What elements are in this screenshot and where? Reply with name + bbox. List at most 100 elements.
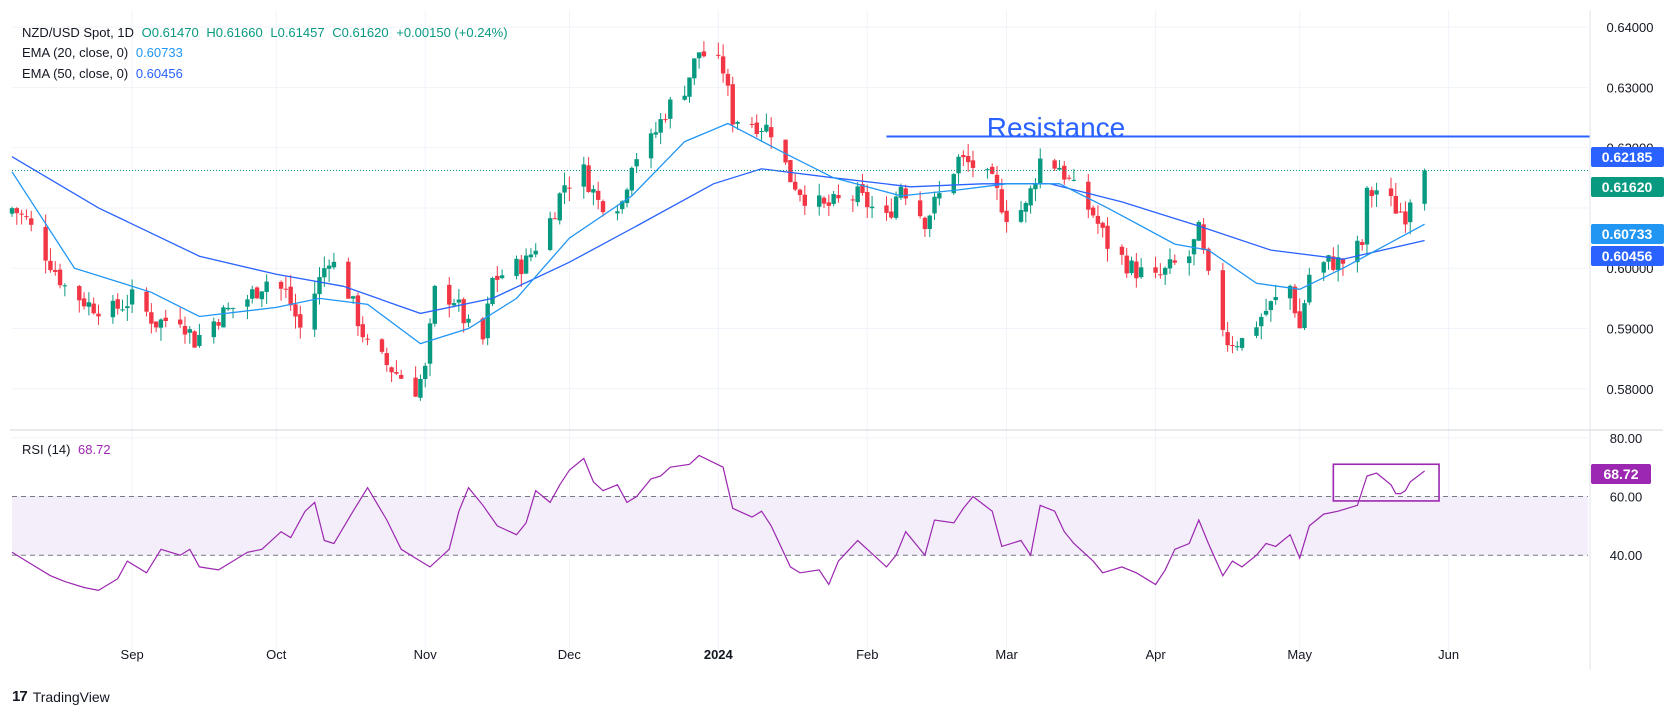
candle-body [57,269,63,286]
candle-body [1086,181,1091,210]
candle-body [533,250,538,255]
candle-body [355,295,361,327]
badge-rsi-text: 68.72 [1603,466,1638,482]
candle-body [182,326,188,335]
candle-body [562,185,567,193]
candle-body [331,261,337,268]
candle-body [413,377,418,397]
candle-body [29,218,34,225]
badge-resistance-text: 0.62185 [1602,149,1653,165]
candle-body [250,289,255,299]
candle-body [865,191,870,208]
candle-body [970,160,976,168]
candle-body [1359,242,1365,245]
candle-body [283,288,289,290]
candle-body [120,309,125,311]
candle-body [1201,224,1206,251]
candle-body [1028,188,1033,206]
badge-ema20: 0.60733 [1591,224,1664,244]
candle-body [129,289,135,305]
candle-body [389,367,394,373]
rsi-legend[interactable]: RSI (14) 68.72 [22,442,115,457]
price-axis: 0.580000.590000.600000.620000.630000.640… [1607,20,1654,397]
candle-body [499,275,505,279]
candle-body [1038,158,1043,184]
candle-body [1273,296,1278,301]
candle-body [860,184,865,193]
candle-body [552,218,558,220]
candle-body [802,194,808,206]
candle-body [792,181,798,190]
ema20-line [11,122,1425,345]
candle-body [365,338,370,340]
time-tick-label: Oct [266,647,287,662]
candle-body [1335,257,1341,270]
candle-body [115,299,120,309]
candle-body [725,73,731,86]
candle-body [1052,160,1057,169]
candle-body [581,164,586,187]
candle-body [384,353,389,366]
candle-body [1018,210,1024,222]
candle-body [245,299,250,307]
candle-body [1033,183,1038,190]
time-tick-label: Mar [995,647,1018,662]
candle-body [9,208,15,214]
candles [9,41,1427,401]
candle-body [1220,270,1226,330]
candle-body [749,123,755,125]
candle-body [523,255,529,274]
candle-body [855,186,860,203]
candle-body [322,268,327,278]
symbol-label[interactable]: NZD/USD Spot, 1D [22,25,134,40]
candle-body [985,169,990,171]
ema50-legend[interactable]: EMA (50, close, 0) 0.60456 [22,66,187,81]
candle-body [461,299,466,324]
candle-body [768,127,774,138]
candle-body [288,286,293,306]
candle-body [293,304,298,317]
time-tick-label: Feb [856,647,878,662]
candle-body [1196,222,1202,241]
ema20-legend[interactable]: EMA (20, close, 0) 0.60733 [22,45,187,60]
candle-body [514,258,519,277]
candle-body [730,84,735,125]
candle-body [1062,165,1067,180]
candle-body [197,334,202,346]
candle-body [591,189,596,193]
time-tick-label: Dec [558,647,582,662]
ema20-value: 0.60733 [135,45,183,60]
candle-body [1263,310,1269,315]
close-value: C0.61620 [332,25,389,40]
candle-body [153,321,159,328]
candle-body [788,160,793,183]
candle-body [653,132,659,135]
candle-body [1364,187,1370,245]
rsi-value: 68.72 [78,442,111,457]
badge-resistance: 0.62185 [1591,147,1664,167]
badge-rsi: 68.72 [1591,464,1651,484]
candle-body [1239,338,1245,348]
candle-body [735,121,740,124]
candle-body [547,218,553,250]
candle-body [720,56,726,74]
candle-body [956,156,961,174]
candle-body [1071,179,1077,181]
candle-body [893,196,899,218]
candle-body [1340,259,1346,264]
tradingview-brand: TradingView [32,688,110,705]
badge-ema50: 0.60456 [1591,246,1664,266]
candle-body [317,277,322,295]
candle-body [1297,311,1302,329]
candle-body [91,303,96,314]
candle-body [1225,332,1230,346]
candle-body [783,139,788,163]
candle-body [1105,225,1110,249]
candle-body [43,226,48,261]
tradingview-footer[interactable]: 17 TradingView [12,688,110,705]
ema50-line [11,156,1425,315]
rsi-line [11,454,1425,592]
candle-body [586,165,591,192]
badge-last-price-text: 0.61620 [1602,179,1653,195]
candle-body [764,124,769,132]
